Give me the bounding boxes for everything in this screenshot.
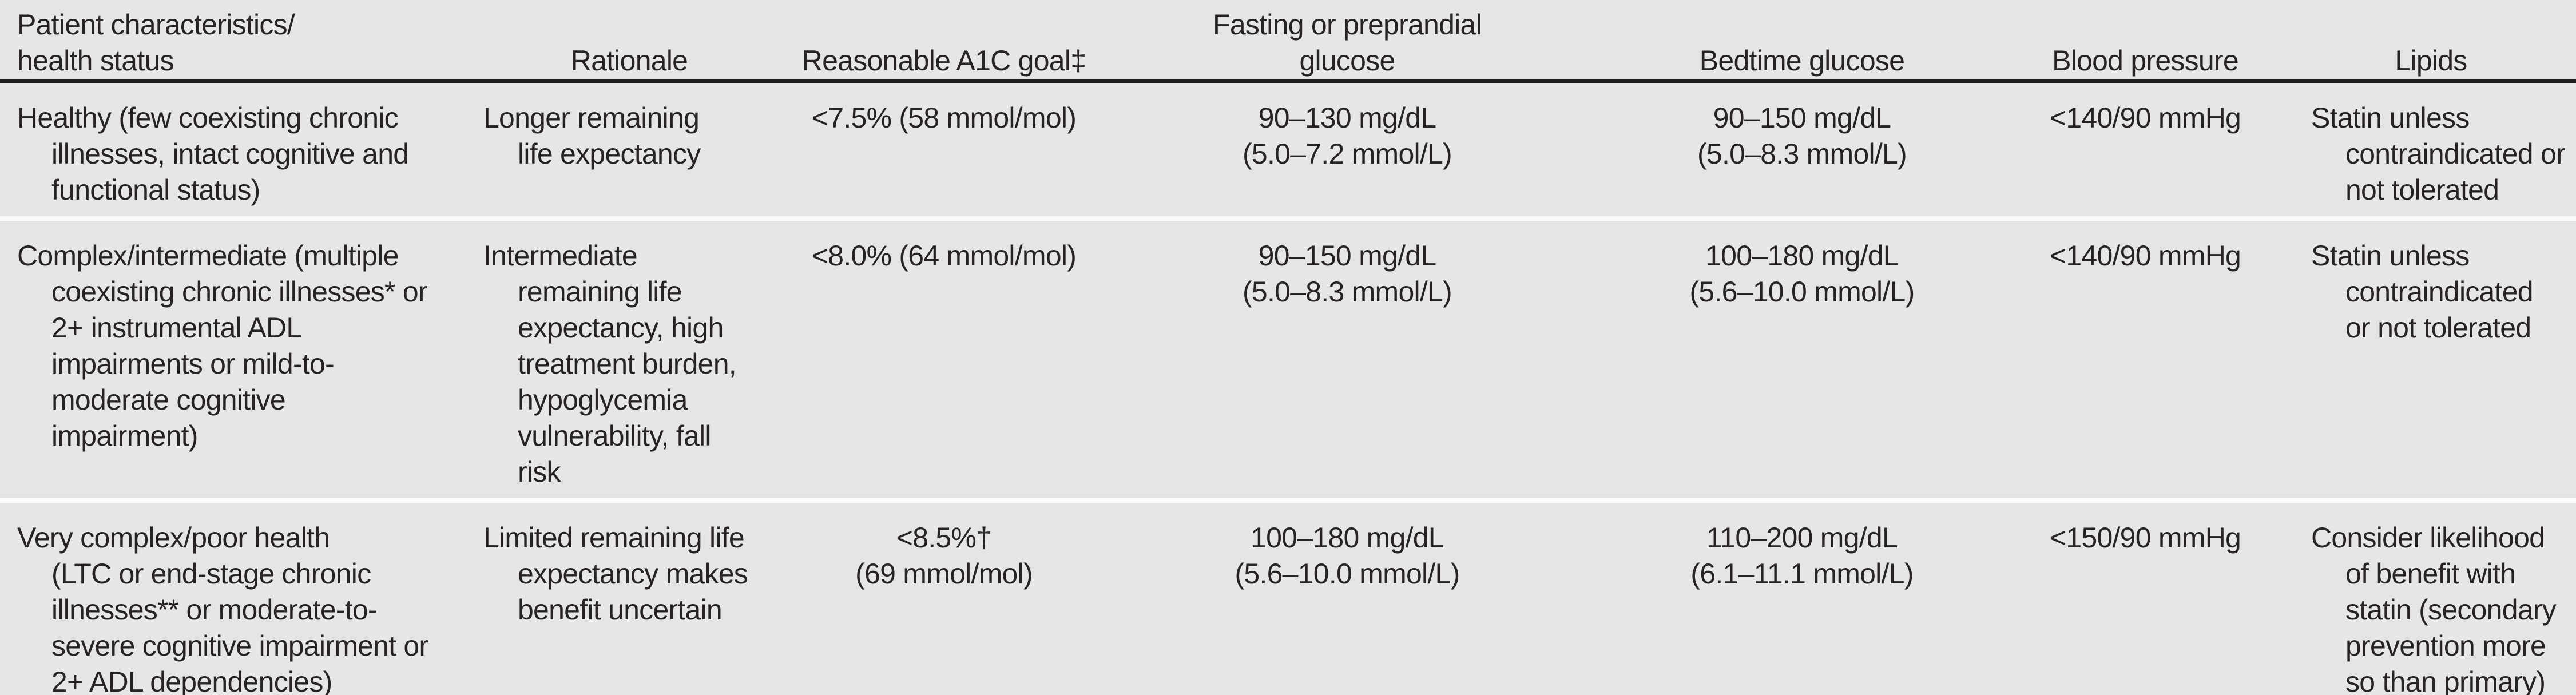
table-cell: Limited remaining life expectancy makes … xyxy=(483,522,748,626)
table-cell: Longer remaining life expectancy xyxy=(483,102,701,170)
header-cell-blood-pressure: Blood pressure xyxy=(2052,45,2239,77)
table-cell: Healthy (few coexisting chronic illnesse… xyxy=(17,102,409,206)
table-cell: 90–130 mg/dL (5.0–7.2 mmol/L) xyxy=(1243,102,1452,170)
table-cell: 100–180 mg/dL (5.6–10.0 mmol/L) xyxy=(1235,522,1460,590)
table-cell: <140/90 mmHg xyxy=(2049,102,2241,134)
table-cell: 100–180 mg/dL (5.6–10.0 mmol/L) xyxy=(1689,240,1915,308)
table-cell: <8.5%† (69 mmol/mol) xyxy=(855,522,1033,590)
table-cell: Intermediate remaining life expectancy, … xyxy=(483,240,737,488)
table-cell: 110–200 mg/dL (6.1–11.1 mmol/L) xyxy=(1690,522,1914,590)
header-row: Patient characteristics/ health status R… xyxy=(0,0,2576,83)
header-cell-a1c-goal: Reasonable A1C goal‡ xyxy=(801,45,1086,77)
header-cell-bedtime-glucose: Bedtime glucose xyxy=(1699,45,1905,77)
table-row-healthy: Healthy (few coexisting chronic illnesse… xyxy=(0,83,2576,216)
table-cell: <7.5% (58 mmol/mol) xyxy=(811,102,1077,134)
table-cell: Statin unless contraindicated or not tol… xyxy=(2311,240,2534,344)
table-row-complex-intermediate: Complex/intermediate (multiple coexistin… xyxy=(0,216,2576,498)
header-cell-patient-characteristics: Patient characteristics/ health status xyxy=(17,9,295,77)
table-cell: 90–150 mg/dL (5.0–8.3 mmol/L) xyxy=(1243,240,1452,308)
table-cell: <8.0% (64 mmol/mol) xyxy=(811,240,1077,272)
header-cell-fasting-glucose: Fasting or preprandial glucose xyxy=(1213,9,1482,77)
table-cell: 90–150 mg/dL (5.0–8.3 mmol/L) xyxy=(1697,102,1907,170)
table-row-very-complex-poor-health: Very complex/poor health (LTC or end-sta… xyxy=(0,498,2576,695)
table-cell: Consider likelihood of benefit with stat… xyxy=(2311,522,2557,695)
table-cell: Statin unless contraindicated or not tol… xyxy=(2311,102,2566,206)
table-cell: <150/90 mmHg xyxy=(2049,522,2241,554)
table-cell: Complex/intermediate (multiple coexistin… xyxy=(17,240,428,452)
header-cell-lipids: Lipids xyxy=(2395,45,2467,77)
table-cell: <140/90 mmHg xyxy=(2049,240,2241,272)
table-cell: Very complex/poor health (LTC or end-sta… xyxy=(17,522,428,695)
header-cell-rationale: Rationale xyxy=(570,45,688,77)
